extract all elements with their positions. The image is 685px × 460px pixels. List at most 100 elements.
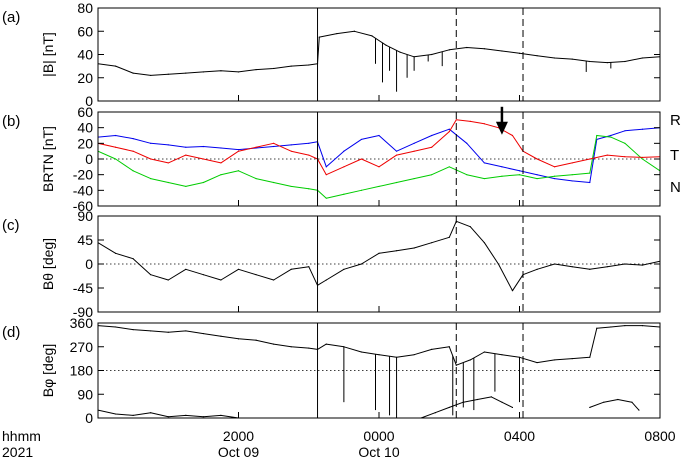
data-point bbox=[185, 154, 187, 156]
plot-area bbox=[98, 220, 660, 292]
data-point bbox=[114, 252, 117, 254]
y-axis-label: |B| [nT] bbox=[40, 32, 56, 77]
data-point bbox=[237, 149, 240, 151]
data-point bbox=[185, 72, 187, 74]
series-line-0 bbox=[98, 30, 660, 76]
data-point bbox=[455, 119, 457, 121]
data-point bbox=[202, 274, 204, 276]
data-point bbox=[483, 351, 485, 353]
data-point bbox=[501, 175, 503, 177]
data-point bbox=[606, 266, 608, 268]
data-point bbox=[554, 177, 556, 180]
plot-area bbox=[98, 325, 660, 418]
y-tick-label: 60 bbox=[77, 23, 93, 39]
y-axis-label: Bθ [deg] bbox=[40, 238, 56, 290]
y-tick-label: -45 bbox=[73, 280, 93, 296]
data-point bbox=[624, 263, 626, 265]
data-point bbox=[448, 236, 450, 238]
data-point bbox=[353, 30, 356, 32]
data-point bbox=[624, 142, 626, 144]
x-tick-label: 2000 bbox=[223, 428, 254, 444]
data-point bbox=[308, 188, 310, 190]
data-point bbox=[497, 263, 500, 265]
data-point bbox=[554, 263, 556, 265]
data-point bbox=[610, 134, 612, 137]
data-point bbox=[641, 325, 644, 327]
data-point bbox=[360, 158, 363, 160]
data-point bbox=[490, 396, 492, 398]
data-point bbox=[606, 154, 608, 156]
data-point bbox=[536, 55, 538, 57]
data-point bbox=[290, 65, 292, 67]
data-point bbox=[589, 181, 591, 184]
data-point bbox=[132, 258, 134, 260]
data-point bbox=[114, 65, 117, 67]
data-point bbox=[273, 181, 275, 184]
data-point bbox=[185, 185, 187, 188]
data-point bbox=[360, 263, 363, 265]
y-tick-label: -40 bbox=[73, 182, 93, 198]
panel-3: 0 90 180 270 360 (d) Bφ [deg] bbox=[2, 315, 661, 426]
data-point bbox=[413, 142, 415, 144]
data-point bbox=[554, 57, 556, 59]
data-point bbox=[434, 412, 436, 414]
data-point bbox=[255, 177, 257, 180]
plot-area bbox=[98, 30, 660, 92]
data-point bbox=[469, 359, 471, 361]
data-point bbox=[536, 174, 538, 176]
data-point bbox=[132, 170, 134, 172]
data-point bbox=[290, 150, 292, 152]
x-tick-label: 0000 bbox=[363, 428, 394, 444]
data-point bbox=[114, 326, 117, 328]
data-point bbox=[518, 174, 521, 176]
data-point bbox=[360, 138, 363, 141]
data-point bbox=[571, 358, 573, 360]
data-point bbox=[220, 414, 222, 416]
y-tick-label: 360 bbox=[70, 315, 94, 331]
x-tick-label: 0800 bbox=[644, 428, 675, 444]
data-point bbox=[318, 36, 320, 38]
data-point bbox=[589, 172, 591, 174]
panel-tag: (d) bbox=[2, 324, 20, 341]
y-tick-label: 20 bbox=[77, 70, 93, 86]
data-point bbox=[273, 279, 275, 281]
data-point bbox=[448, 166, 450, 168]
data-point bbox=[220, 174, 222, 176]
data-point bbox=[150, 412, 152, 414]
data-point bbox=[536, 361, 538, 364]
x-axis-label-line2: 2021 bbox=[2, 444, 33, 460]
x-tick-date-label: Oct 10 bbox=[358, 444, 399, 460]
data-point bbox=[431, 146, 433, 148]
y-tick-label: 20 bbox=[77, 135, 93, 151]
data-point bbox=[483, 242, 485, 244]
y-tick-label: 0 bbox=[85, 93, 93, 109]
legend-label-N: N bbox=[670, 179, 681, 196]
data-point bbox=[202, 416, 204, 418]
data-point bbox=[518, 170, 521, 172]
data-point bbox=[413, 247, 415, 249]
data-point bbox=[378, 134, 380, 137]
data-point bbox=[237, 71, 240, 73]
data-point bbox=[237, 338, 240, 340]
data-point bbox=[167, 279, 169, 281]
data-point bbox=[132, 328, 134, 331]
data-point bbox=[589, 356, 591, 358]
data-point bbox=[596, 134, 598, 137]
data-point bbox=[571, 58, 573, 60]
y-tick-label: -90 bbox=[73, 304, 93, 320]
data-point bbox=[150, 158, 152, 160]
data-point bbox=[483, 48, 485, 50]
data-point bbox=[378, 185, 380, 188]
series-line-N bbox=[98, 119, 660, 176]
data-point bbox=[132, 138, 134, 140]
data-point bbox=[114, 413, 117, 415]
data-point bbox=[220, 162, 222, 164]
data-point bbox=[501, 166, 503, 168]
data-point bbox=[237, 268, 240, 270]
data-point bbox=[202, 181, 204, 184]
data-point bbox=[571, 266, 573, 268]
data-point bbox=[167, 331, 169, 333]
data-point bbox=[554, 175, 556, 177]
